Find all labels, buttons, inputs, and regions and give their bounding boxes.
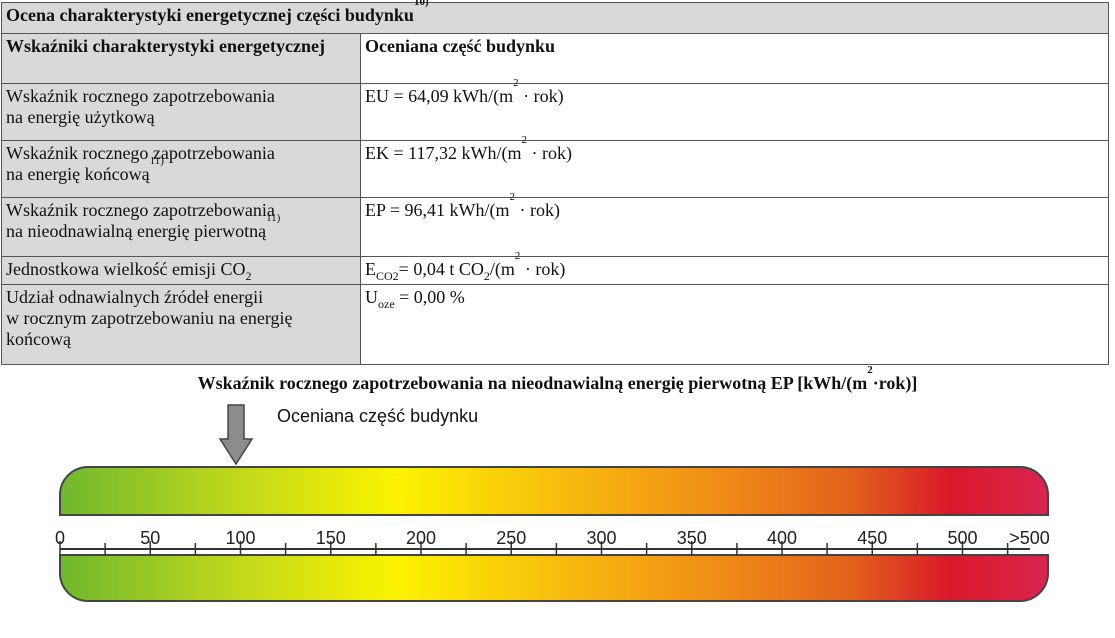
scale-tick-label: 300 [586, 528, 616, 548]
scale-tick-label: 150 [316, 528, 346, 548]
table-row: Jednostkowa wielkość emisji CO2 ECO2= 0,… [1, 251, 1109, 285]
table-header-row: Wskaźniki charakterystyki energetycznej … [1, 33, 1109, 84]
footnote-ref: 11) [266, 212, 281, 224]
row-label-ek: Wskaźnik rocznego zapotrzebowania na ener… [1, 140, 361, 198]
row-label-eu: Wskaźnik rocznego zapotrzebowania na ener… [1, 83, 361, 141]
header-indicators: Wskaźniki charakterystyki energetycznej [1, 33, 361, 84]
footnote-ref: 10) [413, 0, 429, 8]
row-label-co2: Jednostkowa wielkość emisji CO2 [1, 256, 361, 285]
scale-ticks: 0 50 100 150 200 250 300 350 400 450 500 >500 [55, 528, 1050, 555]
energy-indicators-table: Ocena charakterystyki energetycznej częś… [1, 0, 1109, 365]
scale-tick-label: 50 [140, 528, 160, 548]
marker-label: Oceniana część budynku [277, 406, 479, 426]
scale-tick-label: 350 [677, 528, 707, 548]
table-title-row: Ocena charakterystyki energetycznej częś… [1, 0, 1109, 34]
row-label-oze: Udział odnawialnych źródeł energii w rocz… [1, 284, 361, 365]
row-value-ek: EK = 117,32 kWh/(m2 · rok) [360, 135, 1109, 198]
ep-scale-graphic: 0 50 100 150 200 250 300 350 400 450 500 >500 [55, 404, 1050, 602]
scale-tick-label: 200 [406, 528, 436, 548]
scale-tick-label: 450 [857, 528, 887, 548]
table-row: Wskaźnik rocznego zapotrzebowania na ener… [1, 78, 1109, 141]
scale-tick-label: 0 [55, 528, 65, 548]
scale-title: Wskaźnik rocznego zapotrzebowania na nie… [197, 364, 918, 394]
scale-tick-label: 400 [767, 528, 797, 548]
table-row: Wskaźnik rocznego zapotrzebowania na ener… [1, 135, 1109, 198]
row-label-ep: Wskaźnik rocznego zapotrzebowania na nieo… [1, 197, 361, 257]
table-title: Ocena charakterystyki energetycznej częś… [1, 0, 1109, 34]
scale-tick-label: 100 [225, 528, 255, 548]
row-value-eu: EU = 64,09 kWh/(m2 · rok) [360, 78, 1109, 141]
scale-tick-label: 250 [496, 528, 526, 548]
footnote-ref: 11) [149, 155, 164, 167]
scale-bar-top [59, 466, 1049, 516]
row-value-oze: Uoze = 0,00 % [360, 284, 1109, 365]
down-arrow-icon [218, 404, 254, 466]
row-value-co2: ECO2= 0,04 t CO2/(m2 · rok) [360, 251, 1109, 285]
scale-tick-label: >500 [1009, 528, 1050, 548]
table-row: Udział odnawialnych źródeł energii w rocz… [1, 284, 1109, 365]
row-value-ep: EP = 96,41 kWh/(m2 · rok) [360, 192, 1109, 257]
scale-tick-label: 500 [947, 528, 977, 548]
header-assessed-part: Oceniana część budynku [360, 33, 1109, 84]
scale-bar-bottom [59, 554, 1049, 602]
table-row: Wskaźnik rocznego zapotrzebowania na nieo… [1, 192, 1109, 257]
